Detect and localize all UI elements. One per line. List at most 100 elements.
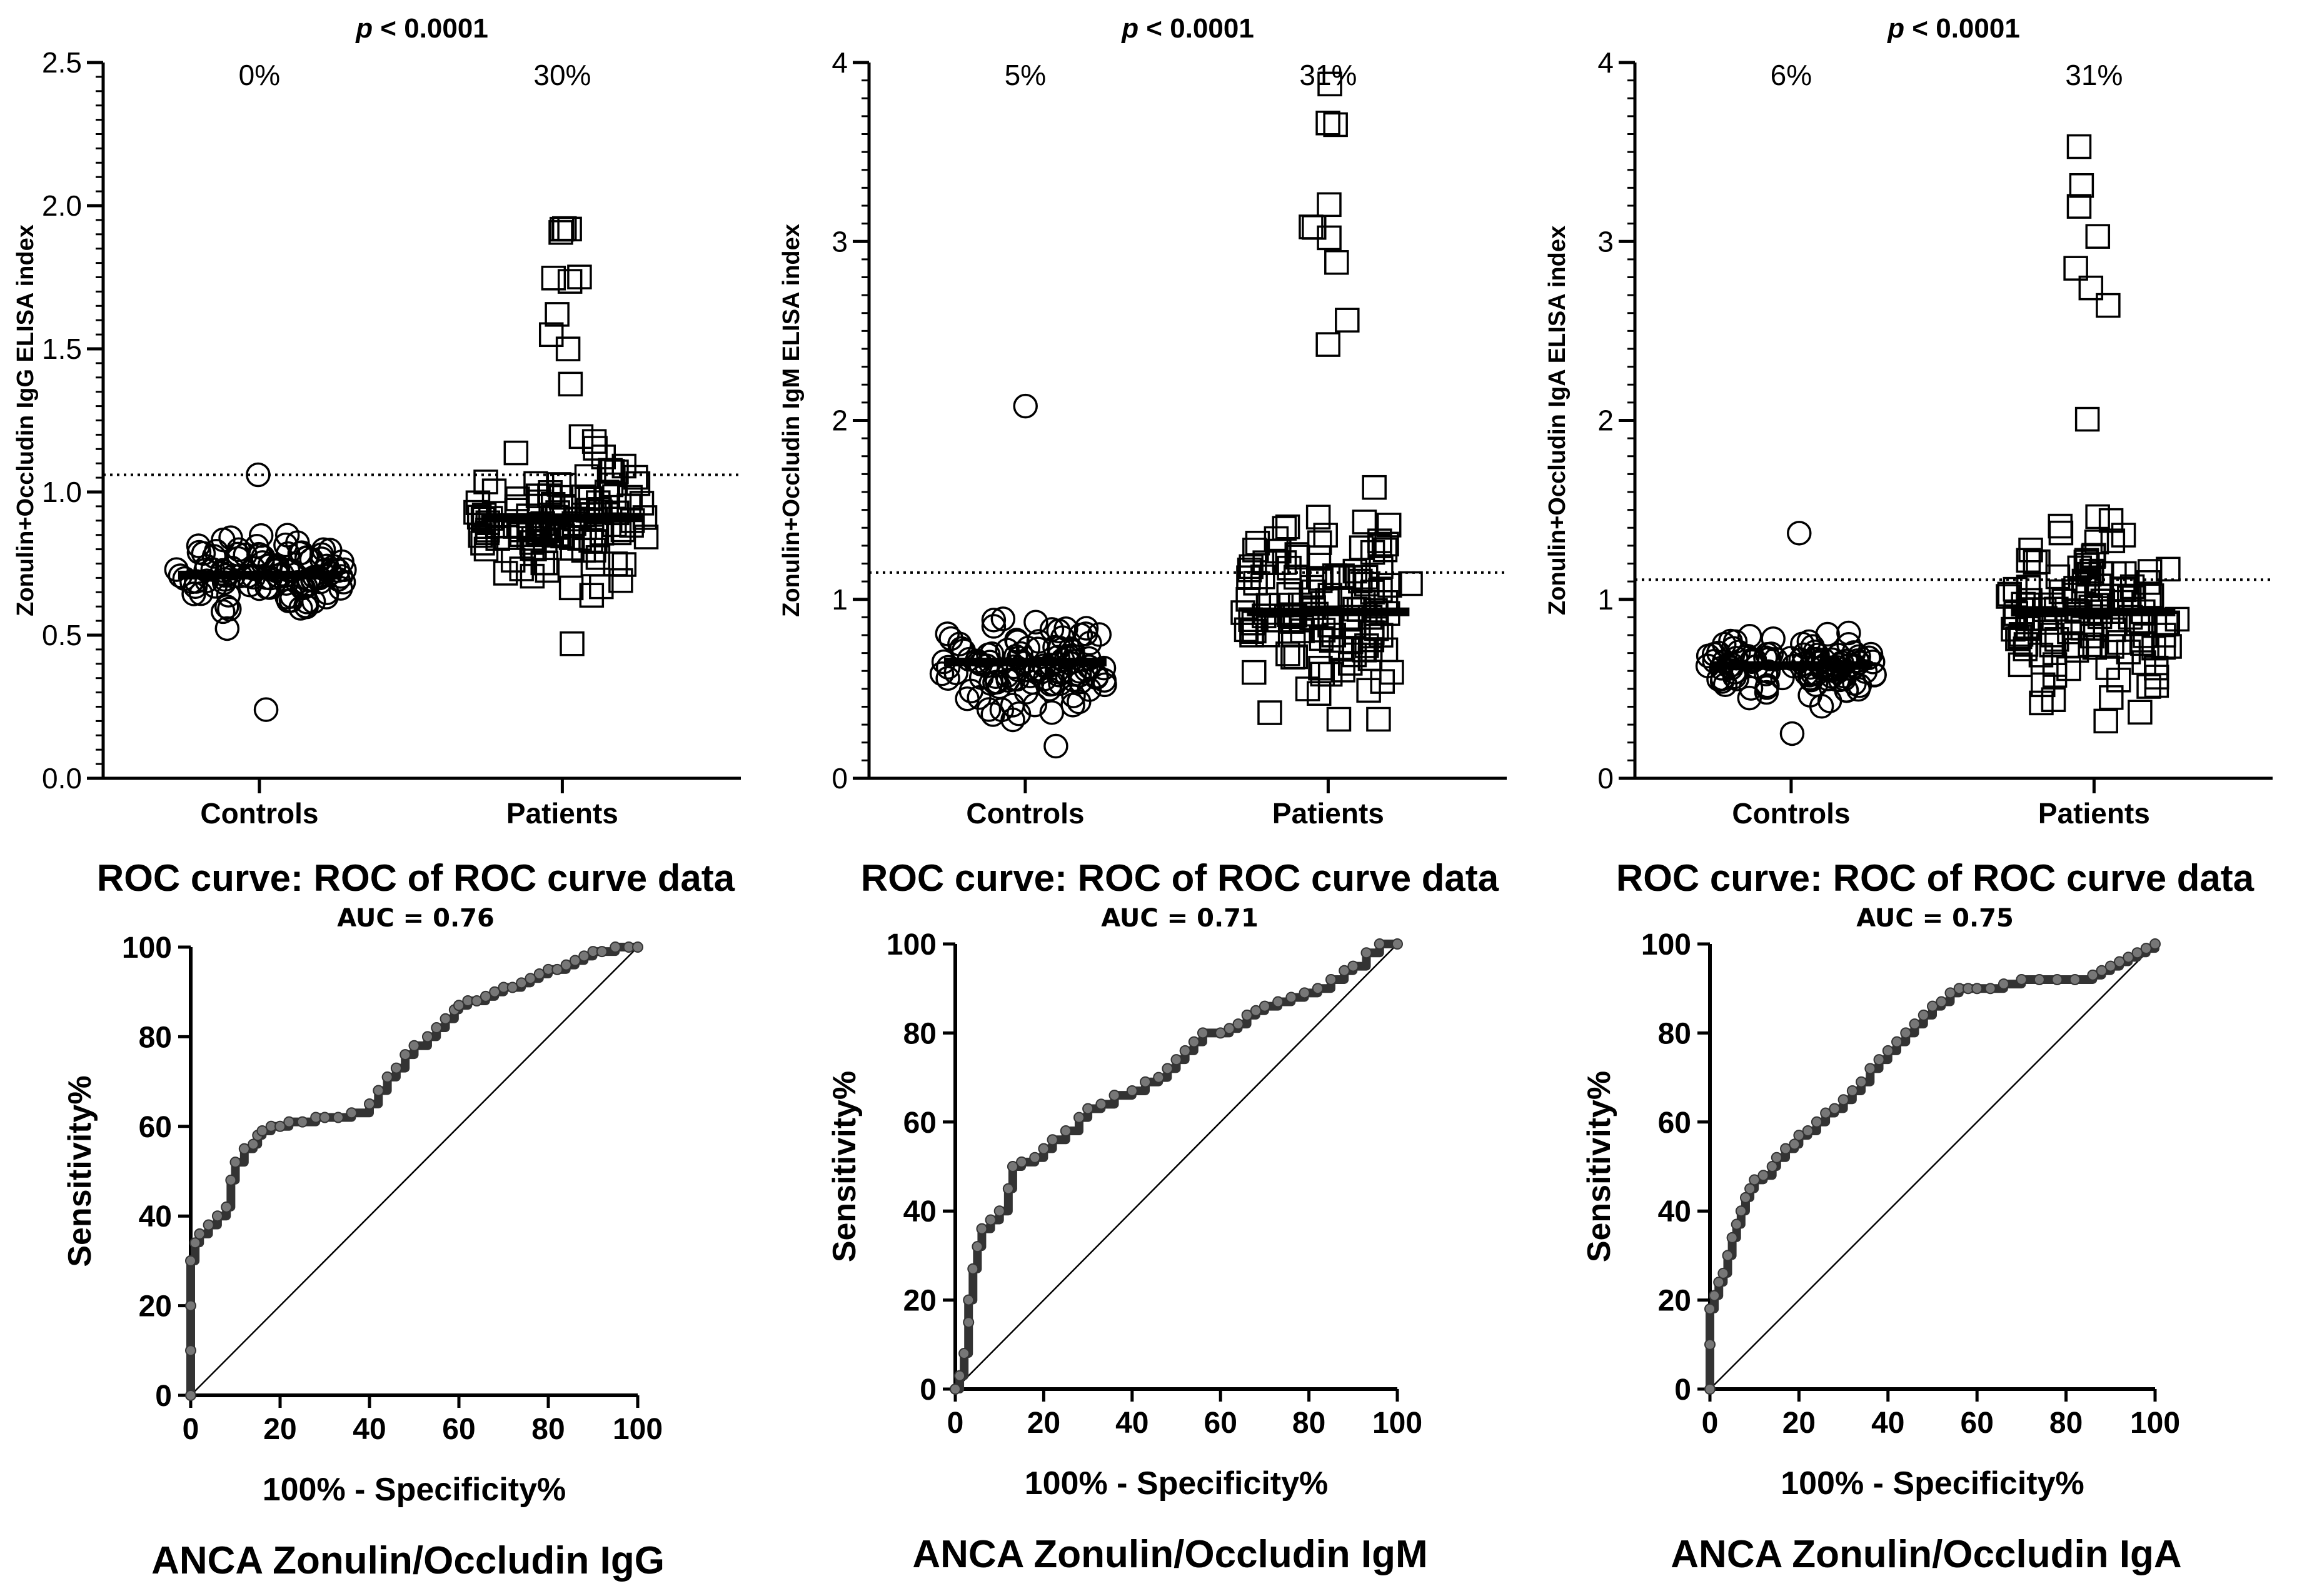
panel-caption: ANCA Zonulin/Occludin IgA	[1671, 1533, 2181, 1576]
roc-point	[2140, 943, 2152, 955]
patient-point	[2048, 579, 2074, 605]
y-tick-label: 100	[887, 928, 937, 961]
x-category-label: Controls	[1732, 797, 1850, 830]
roc-point	[1749, 1174, 1761, 1186]
roc-point	[1984, 983, 1996, 995]
panel-caption: ANCA Zonulin/Occludin IgG	[151, 1539, 665, 1582]
data-points	[1695, 134, 2190, 746]
patient-point	[580, 551, 606, 576]
roc-point	[950, 1383, 961, 1395]
roc-point	[1312, 983, 1324, 995]
roc-point	[1007, 1161, 1018, 1172]
y-axis-label: Sensitivity%	[62, 1075, 98, 1267]
roc-point	[1325, 973, 1337, 985]
roc-point	[2114, 956, 2126, 968]
scatter-panels: 0.0 0.5 1.0 1.5 2.0 2.5 Controls Patients Zonuli…	[13, 13, 2273, 830]
roc-point	[1299, 987, 1310, 999]
y-tick-label: 4	[832, 46, 848, 79]
roc-point	[2149, 938, 2161, 950]
x-category-label: Patients	[2038, 797, 2150, 830]
roc-point	[1793, 1130, 1805, 1142]
control-point	[935, 655, 961, 680]
control-point	[294, 590, 319, 615]
x-tick-label: 80	[531, 1413, 565, 1446]
y-tick-label: 0	[832, 762, 848, 795]
roc-point	[506, 981, 518, 993]
roc-point	[2131, 947, 2143, 959]
roc-point	[1739, 1192, 1751, 1203]
patient-point	[2139, 583, 2164, 608]
roc-point	[453, 1000, 465, 1011]
roc-point	[1717, 1267, 1729, 1279]
patient-point	[2096, 293, 2121, 318]
patient-point	[2106, 668, 2131, 693]
patient-point	[581, 429, 607, 454]
patient-point	[2031, 672, 2056, 698]
patient-point	[533, 550, 559, 576]
x-tick-label: 20	[1782, 1407, 1816, 1440]
roc-point	[1095, 1098, 1107, 1110]
roc-point	[1360, 947, 1372, 959]
roc-point	[1073, 1112, 1085, 1123]
patient-point	[2074, 548, 2099, 573]
control-point	[981, 608, 1007, 633]
roc-point	[551, 963, 563, 975]
control-point	[1045, 645, 1071, 670]
patient-point	[1330, 658, 1355, 683]
x-category-label: Patients	[506, 797, 618, 830]
x-tick-label: 80	[2049, 1407, 2083, 1440]
patient-point	[493, 561, 518, 586]
patient-point	[2136, 570, 2161, 595]
roc-point	[985, 1214, 997, 1226]
patient-point	[1275, 641, 1300, 666]
patient-point	[1326, 706, 1352, 732]
roc-point	[1846, 1085, 1858, 1097]
y-tick-label: 40	[1658, 1195, 1691, 1228]
patient-point	[1376, 513, 1402, 538]
patient-point	[2063, 256, 2088, 281]
patient-point	[1325, 565, 1350, 590]
patient-point	[1338, 565, 1364, 590]
patient-point	[2106, 630, 2132, 655]
roc-point	[421, 1031, 433, 1043]
roc-point	[203, 1219, 214, 1231]
roc-point	[1757, 1170, 1769, 1182]
y-tick-label: 20	[903, 1285, 937, 1318]
patient-point	[598, 472, 624, 498]
y-tick-label: 1	[832, 583, 848, 616]
roc-point	[440, 1013, 451, 1025]
patient-point	[557, 216, 582, 242]
patient-point	[2099, 634, 2124, 659]
patient-point	[2078, 275, 2104, 301]
roc-point	[1829, 1103, 1841, 1115]
patient-point	[1377, 573, 1402, 598]
patient-point	[1272, 550, 1297, 575]
roc-point	[1140, 1076, 1152, 1088]
y-tick-label: 0	[155, 1380, 172, 1413]
patient-point	[1243, 571, 1268, 596]
roc-point	[489, 986, 501, 998]
patient-point	[2116, 640, 2141, 665]
y-tick-label: 20	[1658, 1285, 1691, 1318]
roc-point	[578, 950, 590, 962]
y-tick-label: 60	[1658, 1107, 1691, 1140]
roc-point	[408, 1040, 420, 1051]
reference-diagonal	[190, 946, 638, 1396]
patient-point	[558, 575, 584, 601]
p-value-text: < 0.0001	[1904, 13, 2020, 44]
patient-point	[2029, 690, 2054, 716]
patient-point	[555, 336, 581, 361]
patient-point	[1317, 583, 1343, 608]
roc-point	[2123, 951, 2134, 963]
patient-point	[591, 444, 616, 469]
y-axis-label: Sensitivity%	[1581, 1071, 1617, 1262]
roc-point	[1927, 1000, 1938, 1012]
roc-point	[480, 990, 491, 1002]
patient-point	[2008, 624, 2033, 650]
control-point	[1787, 521, 1812, 546]
patient-point	[1321, 623, 1347, 648]
patient-point	[2144, 655, 2169, 681]
roc-point	[1882, 1045, 1894, 1056]
roc-point	[963, 1317, 975, 1328]
patient-point	[2085, 224, 2111, 249]
